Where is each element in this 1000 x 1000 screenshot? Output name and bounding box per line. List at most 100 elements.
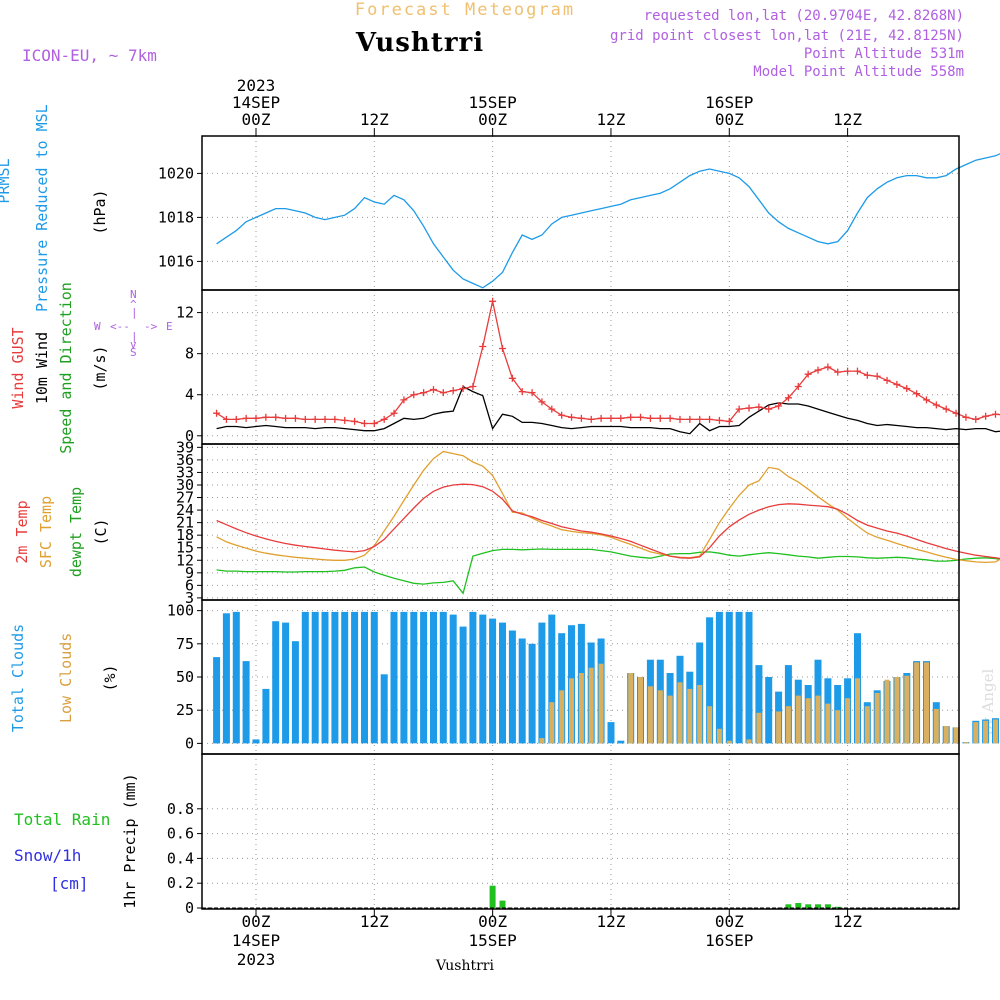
y-tick-label: 0 xyxy=(185,899,194,917)
total-clouds-bar xyxy=(262,688,270,744)
wind-gust-line-marker xyxy=(262,413,270,421)
compass-south: S xyxy=(130,346,137,359)
top-axis-label: 12Z xyxy=(596,110,626,129)
bottom-axis-label: 2023 xyxy=(236,950,276,969)
y-tick-label: 12 xyxy=(176,551,194,569)
wind-gust-line-marker xyxy=(607,414,615,422)
model-point-altitude: Model Point Altitude 558m xyxy=(753,64,964,80)
y-tick-label: 50 xyxy=(176,668,194,686)
total-clouds-bar xyxy=(361,611,368,744)
wind-gust-line-marker xyxy=(380,415,388,423)
snow-unit-label: [cm] xyxy=(50,874,89,893)
rain-bar xyxy=(824,904,831,908)
wind-gust-line-marker xyxy=(528,389,536,397)
low-clouds-bar xyxy=(578,673,584,744)
y-tick-label: 6 xyxy=(185,576,194,594)
wind-gust-line-marker xyxy=(291,414,299,422)
y-tick-label: 25 xyxy=(176,701,194,719)
forecast-meteogram-label: Forecast Meteogram xyxy=(354,0,576,20)
wind-gust-line-marker xyxy=(587,415,595,423)
compass-icon: N ^ | W <-- -> E | v S xyxy=(94,288,173,359)
wind-gust-line-marker xyxy=(213,409,221,417)
bottom-axis-label: 12Z xyxy=(359,912,389,931)
y-tick-label: 1016 xyxy=(158,252,194,270)
rain-bar xyxy=(834,906,841,908)
low-clouds-bar xyxy=(677,682,683,744)
wind-gust-line-marker xyxy=(696,415,704,423)
low-clouds-bar xyxy=(963,742,969,744)
wind-gust-line-marker xyxy=(429,386,437,394)
total-clouds-bar xyxy=(242,661,250,744)
wind-gust-line-marker xyxy=(942,405,950,413)
total-clouds-bar xyxy=(479,614,487,744)
wind-gust-line-marker xyxy=(370,419,378,427)
bottom-axis-label: 12Z xyxy=(833,912,863,931)
wind-gust-line-marker xyxy=(982,412,990,420)
total-clouds-bar xyxy=(745,611,753,744)
top-axis-label: 00Z xyxy=(241,110,271,129)
y-tick-label: 27 xyxy=(176,489,194,507)
total-clouds-bar xyxy=(370,611,378,744)
total-clouds-bar xyxy=(311,611,319,744)
top-axis-label: 15SEP xyxy=(468,93,517,112)
total-clouds-bar xyxy=(725,611,733,744)
panel-frame xyxy=(201,753,960,910)
low-clouds-bar xyxy=(588,667,594,744)
y-tick-label: 36 xyxy=(176,451,194,469)
wind-gust-line-marker xyxy=(686,415,694,423)
wind-gust-line-marker xyxy=(459,385,467,393)
low-clouds-bar xyxy=(539,738,545,744)
low-clouds-bar xyxy=(716,728,722,744)
wind-gust-line-marker xyxy=(617,414,625,422)
footer-location: Vushtrri xyxy=(436,958,494,974)
total-clouds-bar xyxy=(489,618,497,744)
y-tick-label: 21 xyxy=(176,514,194,532)
wind-gust-line-marker xyxy=(518,388,526,396)
y-tick-label: 12 xyxy=(176,304,194,322)
bottom-axis-label: 00Z xyxy=(714,912,744,931)
total-clouds-bar xyxy=(331,611,339,744)
total-rain-label: Total Rain xyxy=(14,810,111,829)
low-clouds-bar xyxy=(825,703,831,744)
rain-bar xyxy=(499,900,506,908)
low-clouds-bar xyxy=(785,706,791,744)
wind-gust-line-marker xyxy=(558,411,566,419)
low-clouds-bar xyxy=(943,726,949,744)
low-clouds-bar xyxy=(638,677,643,744)
top-axis-label: 2023 xyxy=(236,76,276,95)
compass-north: N xyxy=(130,288,137,301)
y-tick-label: 9 xyxy=(185,564,194,582)
top-axis-label: 00Z xyxy=(478,110,508,129)
wind-gust-line-marker xyxy=(863,371,871,379)
low-clouds-bar xyxy=(746,739,752,744)
y-tick-label: 0 xyxy=(185,427,194,445)
compass-west: W xyxy=(94,320,101,333)
wind-gust-line-marker xyxy=(745,404,753,412)
total-clouds-bar xyxy=(282,622,290,744)
wind-gust-line-marker xyxy=(853,367,861,375)
total-clouds-bar xyxy=(558,633,566,744)
low-clouds-bar xyxy=(855,678,860,744)
wind-gust-line-marker xyxy=(232,415,240,423)
wind-gust-line-marker xyxy=(301,415,309,423)
wind-gust-line-marker xyxy=(627,413,635,421)
total-clouds-bar xyxy=(439,611,447,744)
total-clouds-bar xyxy=(213,657,221,744)
wind-gust-line-marker xyxy=(814,366,822,374)
top-axis-label: 00Z xyxy=(714,110,744,129)
low-clouds-bar xyxy=(973,722,979,744)
dewpoint-line xyxy=(216,548,1000,595)
total-clouds-bar xyxy=(706,617,714,744)
y-tick-label: 1018 xyxy=(158,208,194,226)
low-clouds-bar xyxy=(569,678,574,744)
low-clouds-bar xyxy=(845,698,851,744)
wind-gust-line-marker xyxy=(824,363,832,371)
total-clouds-bar xyxy=(232,611,240,744)
total-clouds-bar xyxy=(765,677,773,744)
wind-gust-line-marker xyxy=(962,413,970,421)
wind-gust-line-marker xyxy=(351,417,359,425)
wind-gust-line-marker xyxy=(676,415,684,423)
total-clouds-bar xyxy=(341,611,349,744)
wind-gust-line-marker xyxy=(972,415,980,423)
